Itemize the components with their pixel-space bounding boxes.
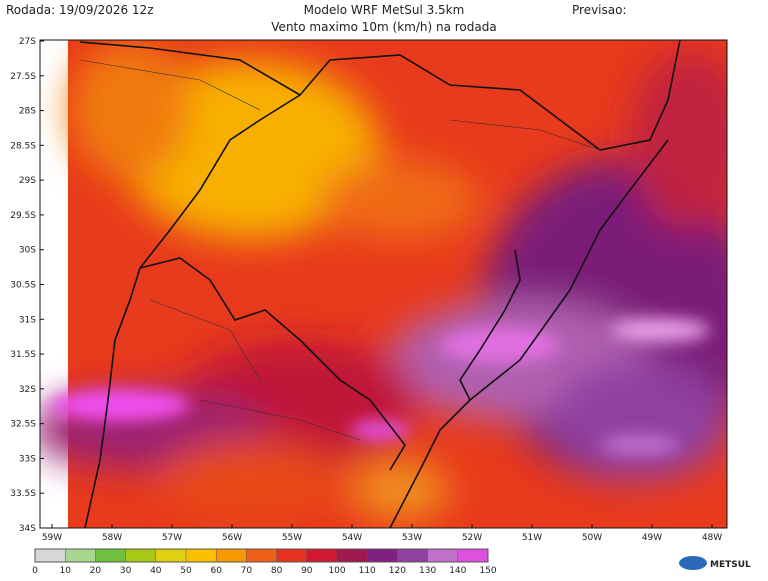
lat-label: 33.5S — [10, 489, 36, 499]
colorbar-segment — [35, 549, 66, 562]
lon-label: 51W — [522, 533, 542, 543]
colorbar-label: 20 — [90, 566, 102, 576]
lat-label: 29.5S — [10, 211, 36, 221]
lon-label: 56W — [222, 533, 242, 543]
lat-label: 32S — [19, 385, 36, 395]
colorbar-label: 80 — [271, 566, 283, 576]
lon-label: 48W — [702, 533, 722, 543]
colorbar-segment — [457, 549, 488, 562]
colorbar-segment — [65, 549, 96, 562]
borders — [79, 40, 681, 528]
colorbar-label: 70 — [241, 566, 253, 576]
colorbar-label: 40 — [150, 566, 162, 576]
colorbar-segment — [95, 549, 126, 562]
lon-label: 57W — [162, 533, 182, 543]
lat-label: 30.5S — [10, 281, 36, 291]
colorbar-segment — [276, 549, 307, 562]
lon-label: 53W — [402, 533, 422, 543]
lon-label: 55W — [282, 533, 302, 543]
colorbar-segment — [367, 549, 398, 562]
logo-text: METSUL — [710, 560, 751, 570]
colorbar-segment — [337, 549, 368, 562]
logo: METSUL — [679, 556, 751, 570]
colorbar-segment — [216, 549, 247, 562]
lat-label: 31.5S — [10, 350, 36, 360]
lat-label: 34S — [19, 524, 36, 534]
colorbar-segment — [186, 549, 217, 562]
colorbar-segment — [246, 549, 277, 562]
colorbar-segment — [306, 549, 337, 562]
title: Modelo WRF MetSul 3.5km — [304, 3, 465, 17]
lat-label: 30S — [19, 246, 36, 256]
lon-label: 52W — [462, 533, 482, 543]
lon-label: 54W — [342, 533, 362, 543]
lon-label: 49W — [642, 533, 662, 543]
wind-field — [40, 40, 727, 528]
colorbar-label: 60 — [210, 566, 222, 576]
lat-label: 29S — [19, 176, 36, 186]
colorbar-label: 150 — [479, 566, 496, 576]
colorbar-segment — [155, 549, 186, 562]
run-label: Rodada: 19/09/2026 12z — [6, 3, 154, 17]
lat-label: 28.5S — [10, 141, 36, 151]
lat-label: 28S — [19, 107, 36, 117]
lat-label: 27.5S — [10, 72, 36, 82]
lon-label: 50W — [582, 533, 602, 543]
colorbar-segment — [397, 549, 428, 562]
lat-label: 31S — [19, 315, 36, 325]
colorbar-label: 100 — [328, 566, 345, 576]
colorbar-label: 50 — [180, 566, 192, 576]
forecast-label: Previsao: — [572, 3, 627, 17]
colorbar-label: 130 — [419, 566, 436, 576]
subtitle: Vento maximo 10m (km/h) na rodada — [271, 20, 496, 34]
colorbar-segment — [427, 549, 458, 562]
lon-label: 58W — [102, 533, 122, 543]
colorbar-label: 10 — [59, 566, 71, 576]
colorbar-label: 120 — [389, 566, 406, 576]
colorbar-segment — [125, 549, 156, 562]
colorbar-label: 140 — [449, 566, 466, 576]
lat-label: 27S — [19, 37, 36, 47]
lon-label: 59W — [42, 533, 62, 543]
lat-label: 33S — [19, 454, 36, 464]
colorbar-label: 30 — [120, 566, 132, 576]
lat-label: 32.5S — [10, 420, 36, 430]
colorbar-label: 0 — [32, 566, 38, 576]
colorbar-label: 90 — [301, 566, 313, 576]
colorbar-label: 110 — [359, 566, 376, 576]
